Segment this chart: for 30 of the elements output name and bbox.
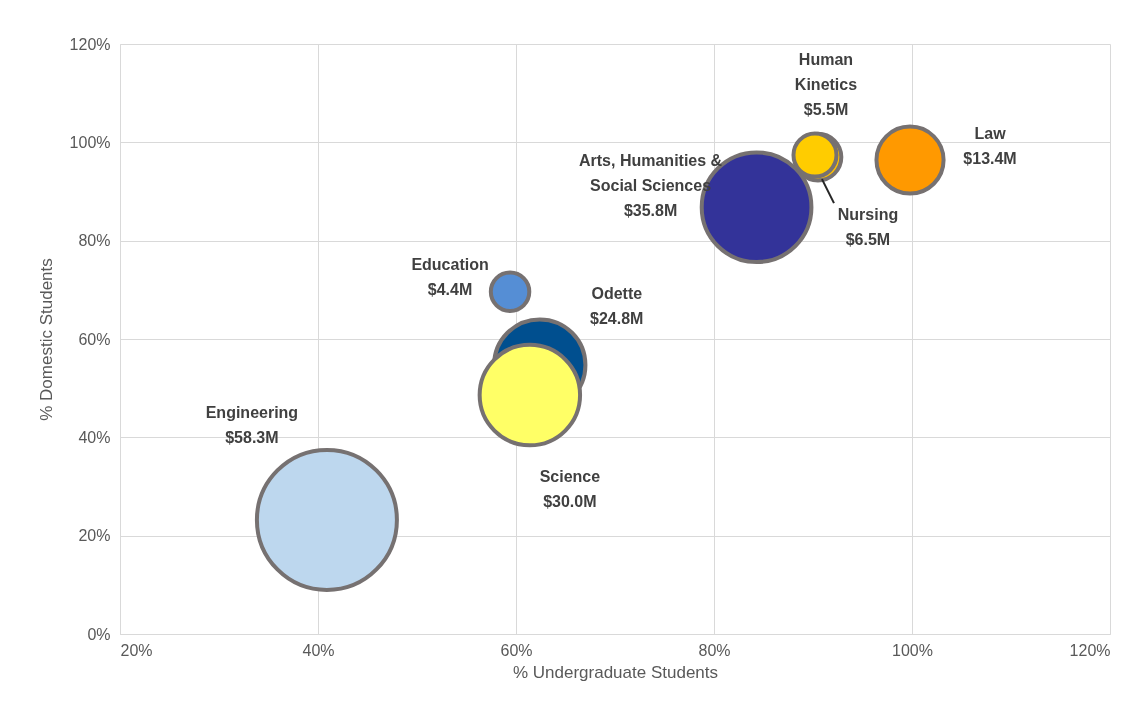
data-label: $24.8M bbox=[590, 310, 644, 328]
data-label: $6.5M bbox=[845, 231, 891, 249]
y-tick-label: 120% bbox=[69, 35, 111, 53]
x-tick-label: 40% bbox=[302, 641, 335, 659]
series-label: Nursing bbox=[837, 206, 899, 224]
y-tick-label: 40% bbox=[78, 428, 111, 446]
y-tick-label: 0% bbox=[87, 625, 111, 643]
data-label: $35.8M bbox=[623, 202, 678, 220]
series-label: Science bbox=[539, 468, 601, 486]
x-tick-label: 60% bbox=[500, 641, 533, 659]
y-tick-label: 80% bbox=[78, 232, 111, 250]
data-label: $4.4M bbox=[427, 280, 473, 298]
y-tick-label: 20% bbox=[78, 527, 111, 545]
text: Odette bbox=[591, 285, 643, 303]
y-tick-label: 60% bbox=[78, 330, 111, 348]
data-label: $13.4M bbox=[963, 150, 1017, 168]
x-tick-label: 120% bbox=[1069, 641, 1111, 659]
y-axis-title: % Domestic Students bbox=[36, 258, 56, 421]
data-label: $30.0M bbox=[543, 493, 597, 511]
data-label: $5.5M bbox=[803, 101, 849, 119]
x-tick-label: 20% bbox=[120, 641, 153, 659]
x-tick-label: 100% bbox=[892, 641, 933, 659]
text: Human Kinetics bbox=[794, 51, 858, 94]
y-tick-label: 100% bbox=[69, 133, 111, 151]
text: Law bbox=[974, 125, 1007, 143]
series-label: Education bbox=[411, 255, 489, 273]
data-label: $58.3M bbox=[225, 428, 279, 446]
x-axis-title: % Undergraduate Students bbox=[512, 662, 719, 682]
text: Engineering bbox=[205, 403, 299, 421]
x-tick-label: 80% bbox=[698, 641, 731, 659]
